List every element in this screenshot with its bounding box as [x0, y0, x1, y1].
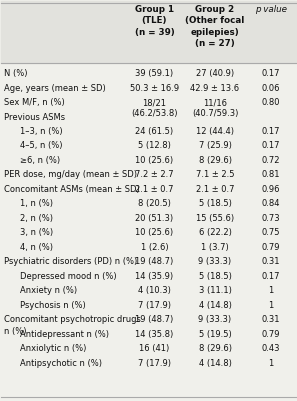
- Text: 19 (48.7): 19 (48.7): [135, 316, 173, 324]
- Text: 24 (61.5): 24 (61.5): [135, 127, 173, 136]
- Text: 16 (41): 16 (41): [139, 344, 170, 353]
- Text: 10 (25.6): 10 (25.6): [135, 156, 173, 165]
- Text: 4 (14.8): 4 (14.8): [199, 359, 231, 368]
- Text: 1–3, n (%): 1–3, n (%): [20, 127, 63, 136]
- Text: 1: 1: [268, 301, 274, 310]
- Text: 1 (2.6): 1 (2.6): [140, 243, 168, 252]
- Text: Antidepressant n (%): Antidepressant n (%): [20, 330, 109, 339]
- Text: 7.2 ± 2.7: 7.2 ± 2.7: [135, 170, 174, 180]
- Text: 0.72: 0.72: [262, 156, 280, 165]
- Text: 0.17: 0.17: [262, 127, 280, 136]
- Text: Group 2
(Other focal
epilepies)
(n = 27): Group 2 (Other focal epilepies) (n = 27): [185, 5, 245, 48]
- Text: 0.96: 0.96: [262, 185, 280, 194]
- Text: 15 (55.6): 15 (55.6): [196, 214, 234, 223]
- Text: 0.84: 0.84: [262, 199, 280, 209]
- Text: 4 (14.8): 4 (14.8): [199, 301, 231, 310]
- Text: 5 (12.8): 5 (12.8): [138, 142, 171, 150]
- Text: Depressed mood n (%): Depressed mood n (%): [20, 272, 116, 281]
- Text: 0.75: 0.75: [262, 229, 280, 237]
- Text: 7 (17.9): 7 (17.9): [138, 359, 171, 368]
- Text: 3 (11.1): 3 (11.1): [199, 286, 231, 296]
- Text: 8 (20.5): 8 (20.5): [138, 199, 171, 209]
- Text: 0.80: 0.80: [262, 98, 280, 107]
- Text: 0.17: 0.17: [262, 142, 280, 150]
- Text: 3, n (%): 3, n (%): [20, 229, 53, 237]
- Text: 10 (25.6): 10 (25.6): [135, 229, 173, 237]
- Text: 5 (18.5): 5 (18.5): [199, 199, 231, 209]
- Text: 12 (44.4): 12 (44.4): [196, 127, 234, 136]
- Text: 0.81: 0.81: [262, 170, 280, 180]
- Text: 1 (3.7): 1 (3.7): [201, 243, 229, 252]
- Text: 0.31: 0.31: [262, 257, 280, 266]
- Text: 39 (59.1): 39 (59.1): [135, 69, 173, 78]
- Text: 2.1 ± 0.7: 2.1 ± 0.7: [196, 185, 234, 194]
- Text: 42.9 ± 13.6: 42.9 ± 13.6: [190, 83, 240, 93]
- Text: 4–5, n (%): 4–5, n (%): [20, 142, 62, 150]
- Text: 0.06: 0.06: [262, 83, 280, 93]
- Text: 2, n (%): 2, n (%): [20, 214, 53, 223]
- Text: 11/16
(40.7/59.3): 11/16 (40.7/59.3): [192, 98, 238, 118]
- Text: 7.1 ± 2.5: 7.1 ± 2.5: [196, 170, 234, 180]
- Text: Concomitant psychotropic drugs
n (%): Concomitant psychotropic drugs n (%): [4, 316, 140, 336]
- Text: 27 (40.9): 27 (40.9): [196, 69, 234, 78]
- Bar: [1, 1, 296, 63]
- Text: 9 (33.3): 9 (33.3): [198, 316, 232, 324]
- Text: 8 (29.6): 8 (29.6): [198, 156, 232, 165]
- Text: 18/21
(46.2/53.8): 18/21 (46.2/53.8): [131, 98, 178, 118]
- Text: Group 1
(TLE)
(n = 39): Group 1 (TLE) (n = 39): [135, 5, 174, 36]
- Text: Age, years (mean ± SD): Age, years (mean ± SD): [4, 83, 105, 93]
- Text: 4 (10.3): 4 (10.3): [138, 286, 171, 296]
- Text: Antipsychotic n (%): Antipsychotic n (%): [20, 359, 102, 368]
- Text: p value: p value: [255, 5, 287, 14]
- Text: 5 (18.5): 5 (18.5): [199, 272, 231, 281]
- Text: 0.43: 0.43: [262, 344, 280, 353]
- Text: 1, n (%): 1, n (%): [20, 199, 53, 209]
- Text: 0.73: 0.73: [262, 214, 280, 223]
- Text: 4, n (%): 4, n (%): [20, 243, 53, 252]
- Text: 50.3 ± 16.9: 50.3 ± 16.9: [130, 83, 179, 93]
- Text: Anxiety n (%): Anxiety n (%): [20, 286, 77, 296]
- Text: 1: 1: [268, 286, 274, 296]
- Text: 20 (51.3): 20 (51.3): [135, 214, 173, 223]
- Text: 8 (29.6): 8 (29.6): [198, 344, 232, 353]
- Text: 5 (19.5): 5 (19.5): [199, 330, 231, 339]
- Text: 0.79: 0.79: [262, 243, 280, 252]
- Text: PER dose, mg/day (mean ± SD): PER dose, mg/day (mean ± SD): [4, 170, 137, 180]
- Text: Concomitant ASMs (mean ± SD): Concomitant ASMs (mean ± SD): [4, 185, 139, 194]
- Text: N (%): N (%): [4, 69, 27, 78]
- Text: 9 (33.3): 9 (33.3): [198, 257, 232, 266]
- Text: 2.1 ± 0.7: 2.1 ± 0.7: [135, 185, 174, 194]
- Text: Previous ASMs: Previous ASMs: [4, 113, 65, 122]
- Text: ≥6, n (%): ≥6, n (%): [20, 156, 60, 165]
- Text: Anxiolytic n (%): Anxiolytic n (%): [20, 344, 86, 353]
- Text: Psychosis n (%): Psychosis n (%): [20, 301, 86, 310]
- Text: 6 (22.2): 6 (22.2): [199, 229, 231, 237]
- Text: 0.79: 0.79: [262, 330, 280, 339]
- Text: 0.17: 0.17: [262, 69, 280, 78]
- Text: Sex M/F, n (%): Sex M/F, n (%): [4, 98, 64, 107]
- Text: 7 (17.9): 7 (17.9): [138, 301, 171, 310]
- Text: 0.17: 0.17: [262, 272, 280, 281]
- Text: 7 (25.9): 7 (25.9): [199, 142, 231, 150]
- Text: 14 (35.8): 14 (35.8): [135, 330, 173, 339]
- Text: 19 (48.7): 19 (48.7): [135, 257, 173, 266]
- Text: 14 (35.9): 14 (35.9): [135, 272, 173, 281]
- Text: 0.31: 0.31: [262, 316, 280, 324]
- Text: 1: 1: [268, 359, 274, 368]
- Text: Psychiatric disorders (PD) n (%): Psychiatric disorders (PD) n (%): [4, 257, 137, 266]
